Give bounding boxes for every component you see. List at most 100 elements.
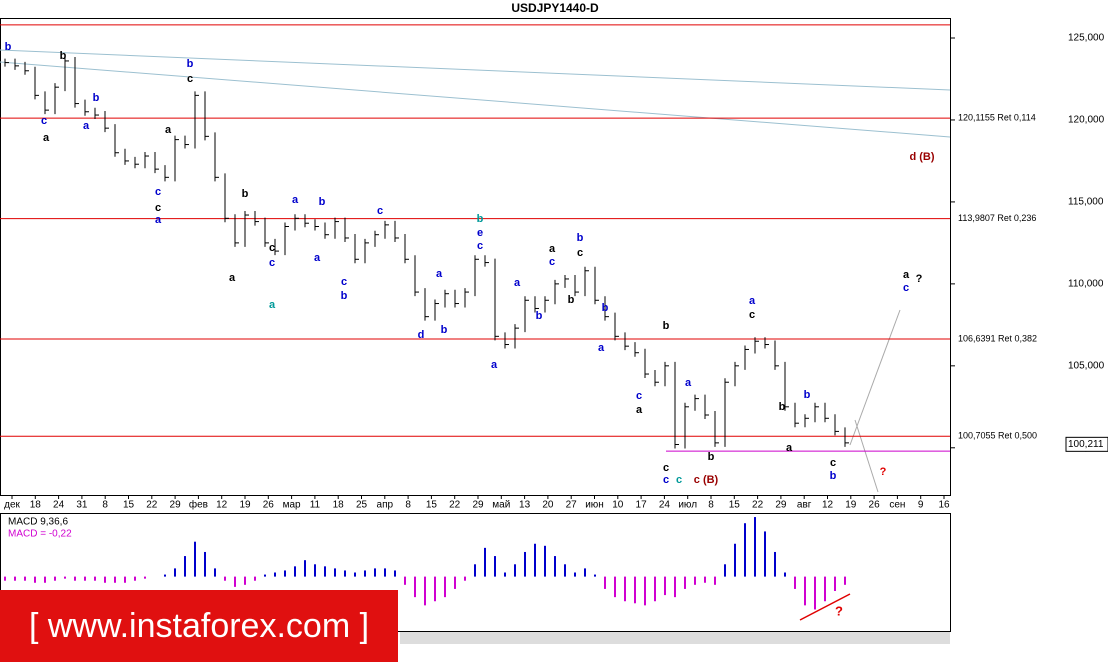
- wave-label: c: [377, 205, 383, 217]
- price-bar: [454, 289, 459, 308]
- x-tick-label: 19: [845, 500, 857, 511]
- price-bar: [554, 279, 559, 305]
- price-bar: [414, 255, 419, 297]
- x-tick-label: 15: [123, 500, 135, 511]
- wave-label: b: [60, 50, 67, 62]
- x-tick-label: 22: [449, 500, 461, 511]
- x-tick-label: 8: [102, 500, 108, 511]
- current-price-label: 100,211: [1068, 439, 1104, 450]
- price-bar: [464, 288, 469, 308]
- price-bar: [824, 402, 829, 423]
- price-bar: [404, 233, 409, 264]
- wave-label: c: [903, 282, 909, 294]
- price-bar: [34, 66, 39, 100]
- wave-label: c: [155, 202, 161, 214]
- price-bar: [474, 255, 479, 297]
- price-bar: [504, 332, 509, 349]
- price-bar: [654, 370, 659, 387]
- x-tick-label: 15: [729, 500, 741, 511]
- price-bar: [754, 337, 759, 354]
- x-tick-label: 25: [356, 500, 368, 511]
- wave-label: a: [749, 295, 756, 307]
- price-bar: [814, 402, 819, 423]
- wave-label: c: [549, 256, 555, 268]
- price-bar: [494, 258, 499, 341]
- y-tick-label: 115,000: [1068, 197, 1104, 208]
- price-panel: [0, 18, 951, 496]
- wave-label: b: [319, 196, 326, 208]
- price-bar: [564, 274, 569, 288]
- wave-label: c: [636, 390, 642, 402]
- wave-label: a: [636, 404, 643, 416]
- x-tick-label: 19: [239, 500, 251, 511]
- wave-label: a: [165, 124, 172, 136]
- wave-label: b: [536, 310, 543, 322]
- price-bar: [94, 107, 99, 120]
- x-tick-label: 26: [869, 500, 881, 511]
- price-bar: [354, 233, 359, 264]
- price-bar: [774, 340, 779, 370]
- x-tick-label: 8: [708, 500, 714, 511]
- wave-label: c: [269, 257, 275, 269]
- x-tick-label: дек: [4, 500, 20, 511]
- price-bar: [524, 296, 529, 333]
- price-bar: [134, 156, 139, 169]
- price-bar: [574, 274, 579, 297]
- fib-level-label: 113,9807 Ret 0,236: [958, 213, 1036, 223]
- wave-label: a: [491, 359, 498, 371]
- wave-label: b: [602, 302, 609, 314]
- price-bar: [44, 91, 49, 115]
- x-tick-label: 31: [76, 500, 88, 511]
- price-bar: [384, 220, 389, 239]
- wave-label: c: [663, 462, 669, 474]
- x-tick-label: 11: [310, 500, 321, 511]
- price-bar: [624, 332, 629, 351]
- wave-label: c: [155, 186, 161, 198]
- macd-value: MACD = -0,22: [8, 529, 72, 540]
- price-bar: [164, 165, 169, 182]
- wave-label: b: [708, 451, 715, 463]
- price-bar: [744, 345, 749, 370]
- x-tick-label: 22: [146, 500, 158, 511]
- price-bar: [144, 152, 149, 169]
- price-bar: [544, 296, 549, 313]
- price-bar: [114, 124, 119, 157]
- wave-label: a: [43, 132, 50, 144]
- price-bar: [594, 266, 599, 305]
- wave-label: b: [779, 401, 786, 413]
- price-bar: [104, 111, 109, 133]
- wave-label: a: [83, 120, 90, 132]
- wave-label: c: [41, 115, 47, 127]
- y-tick-label: 105,000: [1068, 360, 1105, 371]
- price-bar: [304, 214, 309, 228]
- wave-label: a: [155, 214, 162, 226]
- fib-level-label: 100,7055 Ret 0,500: [958, 431, 1037, 441]
- x-tick-label: сен: [889, 500, 905, 511]
- wave-label: b: [93, 92, 100, 104]
- price-bar: [54, 83, 59, 115]
- wave-label: c: [477, 240, 483, 252]
- price-bar: [374, 230, 379, 247]
- wave-label: b: [341, 290, 348, 302]
- x-tick-label: 29: [775, 500, 787, 511]
- price-bar: [324, 222, 329, 239]
- x-tick-label: июл: [678, 500, 697, 511]
- x-tick-label: 24: [53, 500, 65, 511]
- wave-label: c: [749, 309, 755, 321]
- wave-label: e: [477, 227, 483, 239]
- y-tick-label: 120,000: [1068, 115, 1105, 126]
- y-tick-label: 110,000: [1068, 279, 1104, 290]
- price-bar: [734, 361, 739, 387]
- price-bar: [194, 91, 199, 149]
- price-bar: [24, 61, 29, 75]
- wave-label: b: [663, 320, 670, 332]
- price-bar: [714, 411, 719, 447]
- price-bar: [214, 132, 219, 182]
- wave-label: a: [292, 194, 299, 206]
- wave-label: b: [187, 58, 194, 70]
- wave-label: c: [577, 247, 583, 259]
- x-tick-label: 15: [426, 500, 438, 511]
- wave-label: ?: [916, 273, 923, 285]
- price-bar: [294, 214, 299, 231]
